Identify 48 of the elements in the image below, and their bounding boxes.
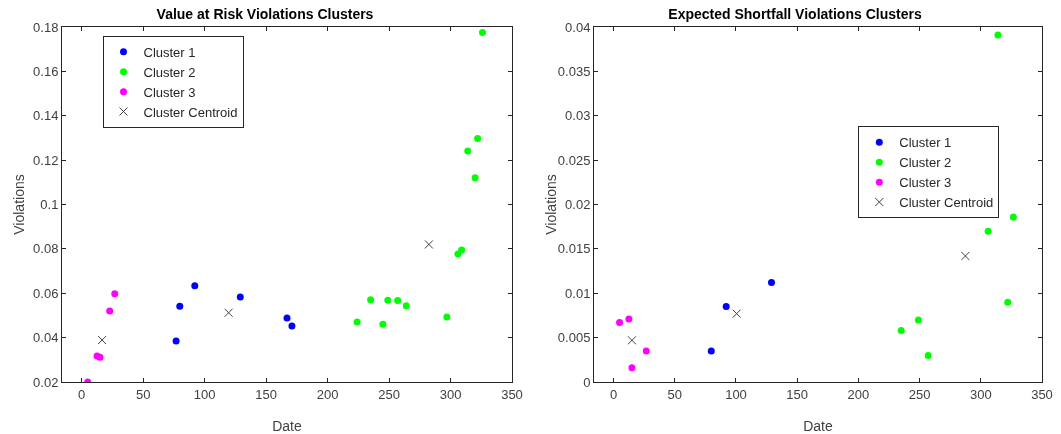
x-tick-label: 300: [439, 386, 462, 402]
x-tick-label: 300: [969, 386, 992, 402]
x-tick-label: 350: [1031, 386, 1053, 402]
y-tick-label: 0.04: [565, 19, 591, 35]
x-tick-label: 150: [255, 386, 277, 402]
y-tick-label: 0.025: [557, 152, 591, 168]
chart-title: Expected Shortfall Violations Clusters: [668, 5, 922, 22]
y-tick-label: 0.1: [40, 197, 59, 213]
x-tick-label: 100: [725, 386, 747, 402]
y-tick-label: 0.03: [565, 108, 591, 124]
y-tick-label: 0.04: [33, 330, 59, 346]
legend-label: Cluster Centroid: [899, 195, 994, 211]
x-tick-label: 350: [501, 386, 523, 402]
x-tick-label: 50: [667, 386, 683, 402]
y-tick-label: 0: [583, 374, 591, 390]
x-tick-label: 200: [316, 386, 339, 402]
y-tick-label: 0.035: [557, 63, 591, 79]
x-tick-label: 0: [78, 386, 86, 402]
legend-label: Cluster 3: [143, 84, 196, 100]
x-tick-label: 0: [609, 386, 618, 402]
y-tick-label: 0.16: [33, 63, 59, 79]
x-tick-label: 250: [378, 386, 400, 402]
y-tick-label: 0.06: [33, 285, 59, 301]
y-tick-label: 0.015: [557, 241, 591, 257]
chart-title: Value at Risk Violations Clusters: [156, 5, 374, 22]
y-axis-title: Violations: [11, 174, 27, 235]
legend-label: Cluster 2: [899, 155, 952, 171]
y-tick-label: 0.08: [33, 241, 59, 257]
legend-label: Cluster 3: [899, 175, 952, 191]
y-tick-label: 0.12: [33, 152, 59, 168]
x-axis-title: Date: [272, 418, 302, 434]
x-tick-label: 250: [908, 386, 931, 402]
y-tick-label: 0.14: [33, 108, 59, 124]
x-tick-label: 50: [135, 386, 151, 402]
x-tick-label: 200: [847, 386, 870, 402]
legend-label: Cluster 2: [143, 64, 196, 80]
x-axis-title: Date: [803, 418, 833, 434]
x-tick-label: 150: [786, 386, 809, 402]
y-tick-label: 0.18: [33, 19, 59, 35]
legend-label: Cluster Centroid: [143, 104, 238, 120]
y-axis-title: Violations: [543, 174, 559, 235]
y-tick-label: 0.01: [565, 285, 591, 301]
y-tick-label: 0.02: [565, 197, 591, 213]
legend-label: Cluster 1: [899, 135, 952, 151]
y-tick-label: 0.02: [33, 374, 59, 390]
x-tick-label: 100: [193, 386, 216, 402]
legend-label: Cluster 1: [143, 44, 196, 60]
y-tick-label: 0.005: [557, 330, 591, 346]
